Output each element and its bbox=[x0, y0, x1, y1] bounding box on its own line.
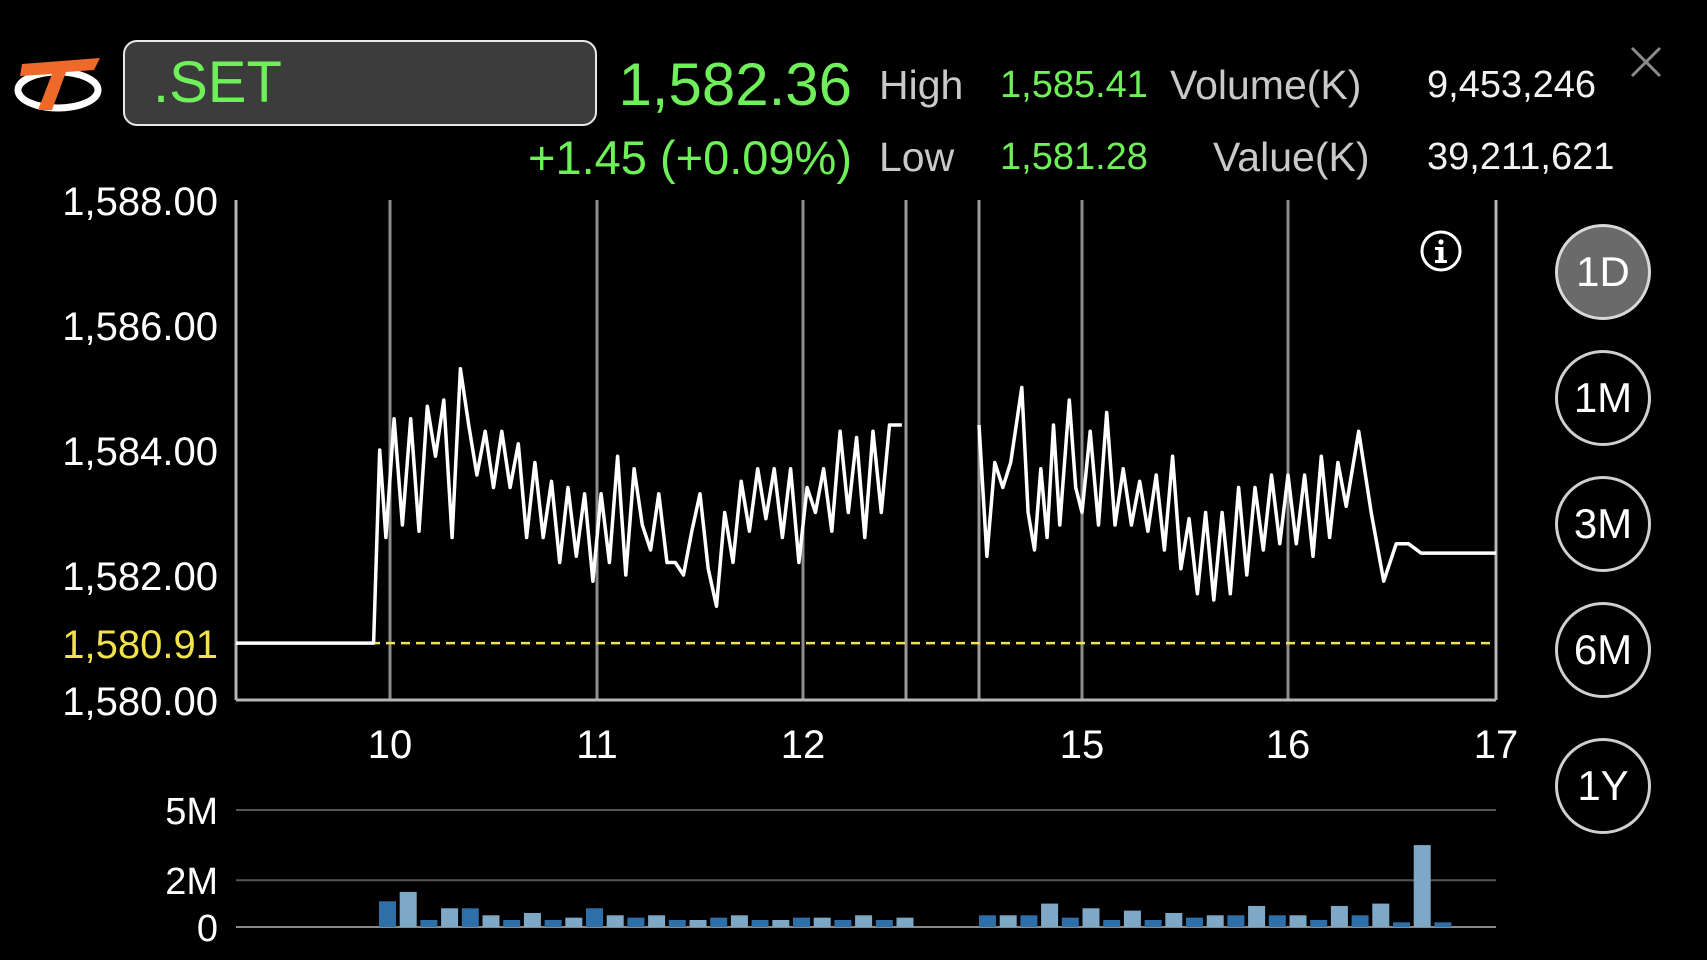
volume-bar bbox=[896, 917, 914, 927]
volume-bar bbox=[1393, 922, 1410, 927]
x-tick-label: 10 bbox=[368, 723, 413, 767]
volume-bar bbox=[710, 917, 728, 927]
timeframe-1m-button[interactable]: 1M bbox=[1555, 350, 1651, 446]
value-label: Value(K) bbox=[1213, 134, 1370, 180]
volume-bar bbox=[399, 891, 417, 927]
value-value: 39,211,621 bbox=[1427, 136, 1615, 178]
volume-bar bbox=[1061, 917, 1079, 927]
symbol-input[interactable]: .SET bbox=[123, 40, 597, 126]
volume-bar bbox=[461, 908, 479, 927]
high-value: 1,585.41 bbox=[1000, 64, 1148, 106]
price-y-tick-label: 1,580.00 bbox=[62, 680, 218, 724]
volume-bar bbox=[1227, 915, 1245, 927]
volume-bar bbox=[1206, 915, 1224, 927]
volume-bar bbox=[1330, 905, 1348, 927]
volume-bar bbox=[523, 912, 541, 927]
volume-bar bbox=[668, 919, 686, 927]
volume-bar bbox=[813, 917, 831, 927]
volume-bar bbox=[1186, 917, 1203, 927]
x-tick-label: 11 bbox=[576, 723, 618, 767]
volume-value: 9,453,246 bbox=[1427, 64, 1597, 106]
volume-bar bbox=[1310, 919, 1328, 927]
volume-bar bbox=[648, 915, 666, 927]
x-tick-label: 16 bbox=[1266, 723, 1311, 767]
volume-bar bbox=[482, 915, 500, 927]
volume-bar bbox=[751, 919, 769, 927]
price-y-tick-label: 1,582.00 bbox=[62, 555, 218, 599]
volume-bar bbox=[855, 915, 873, 927]
volume-bar bbox=[1372, 903, 1390, 927]
volume-bar bbox=[1082, 908, 1100, 927]
low-label: Low bbox=[879, 134, 955, 180]
volume-bar bbox=[793, 917, 810, 927]
reference-price-label: 1,580.91 bbox=[62, 623, 218, 667]
volume-bar bbox=[999, 915, 1017, 927]
volume-bar bbox=[1165, 912, 1183, 927]
volume-bar bbox=[1351, 915, 1369, 927]
volume-bar bbox=[1434, 922, 1452, 927]
info-icon[interactable] bbox=[1418, 228, 1464, 274]
price-change: +1.45 (+0.09%) bbox=[528, 131, 852, 184]
volume-y-tick-label: 0 bbox=[197, 908, 218, 950]
price-y-tick-label: 1,584.00 bbox=[62, 430, 218, 474]
volume-bar bbox=[627, 917, 645, 927]
volume-bar bbox=[875, 919, 893, 927]
volume-y-tick-label: 5M bbox=[165, 791, 218, 833]
timeframe-1y-button[interactable]: 1Y bbox=[1555, 738, 1651, 834]
volume-bar bbox=[1144, 919, 1162, 927]
price-y-tick-label: 1,588.00 bbox=[62, 180, 218, 224]
price-y-tick-label: 1,586.00 bbox=[62, 305, 218, 349]
volume-y-tick-label: 2M bbox=[165, 861, 218, 903]
x-tick-label: 17 bbox=[1474, 723, 1519, 767]
volume-bar bbox=[772, 919, 790, 927]
volume-bar bbox=[1289, 915, 1307, 927]
low-value: 1,581.28 bbox=[1000, 136, 1148, 178]
volume-bar bbox=[1123, 910, 1141, 927]
logo-icon bbox=[14, 58, 102, 112]
volume-bar bbox=[503, 919, 521, 927]
timeframe-6m-button[interactable]: 6M bbox=[1555, 602, 1651, 698]
volume-bar bbox=[689, 919, 707, 927]
high-label: High bbox=[879, 62, 964, 108]
volume-bar bbox=[1103, 919, 1121, 927]
volume-bar bbox=[606, 915, 624, 927]
last-price: 1,582.36 bbox=[618, 51, 852, 118]
price-series-line bbox=[236, 367, 902, 645]
volume-bar bbox=[379, 901, 396, 927]
volume-bar bbox=[979, 915, 996, 927]
volume-bar bbox=[1041, 903, 1059, 927]
close-icon[interactable] bbox=[1628, 44, 1664, 80]
volume-bar bbox=[834, 919, 852, 927]
volume-bar bbox=[586, 908, 603, 927]
volume-bar bbox=[544, 919, 562, 927]
timeframe-3m-button[interactable]: 3M bbox=[1555, 476, 1651, 572]
volume-bar bbox=[1413, 845, 1431, 927]
volume-bar bbox=[420, 919, 438, 927]
volume-bar bbox=[441, 908, 459, 927]
volume-bar bbox=[565, 917, 583, 927]
volume-bar bbox=[1020, 915, 1038, 927]
volume-label: Volume(K) bbox=[1170, 62, 1362, 108]
x-tick-label: 15 bbox=[1060, 723, 1105, 767]
x-tick-label: 12 bbox=[781, 723, 826, 767]
volume-bar bbox=[1268, 915, 1286, 927]
price-series-line bbox=[977, 385, 1496, 602]
volume-bar bbox=[1248, 905, 1266, 927]
volume-bar bbox=[730, 915, 748, 927]
timeframe-1d-button[interactable]: 1D bbox=[1555, 224, 1651, 320]
